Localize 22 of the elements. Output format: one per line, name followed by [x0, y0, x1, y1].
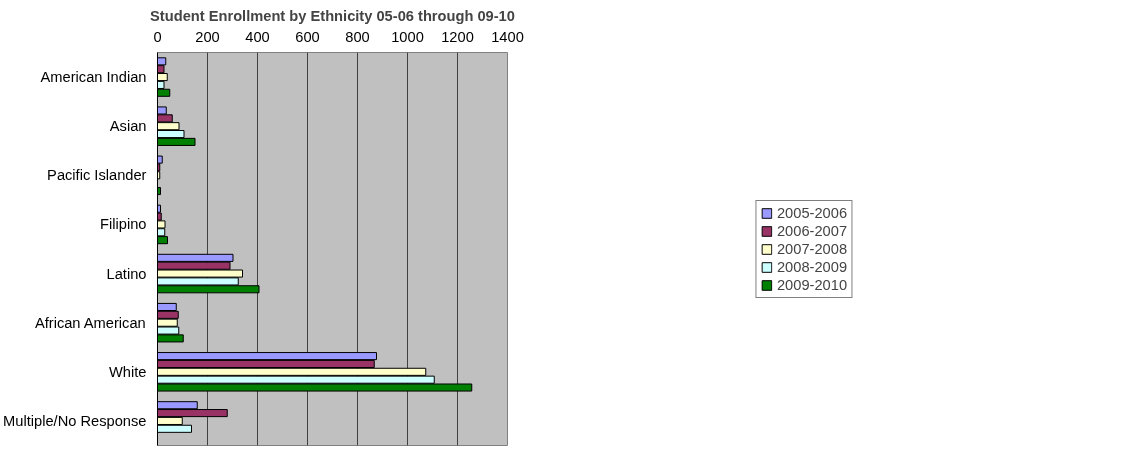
legend-label: 2008-2009	[776, 258, 848, 275]
y-tick-label: American Indian	[40, 69, 147, 86]
x-tick-label: 200	[195, 28, 220, 45]
x-tick-label: 0	[153, 28, 162, 45]
x-tick-label: 1400	[491, 28, 524, 45]
x-tick-label: 1000	[391, 28, 424, 45]
y-tick-label: Asian	[109, 118, 147, 135]
legend-label: 2007-2008	[776, 240, 848, 257]
x-tick-label: 600	[295, 28, 320, 45]
legend-label: 2009-2010	[776, 276, 848, 293]
legend-label: 2005-2006	[776, 204, 848, 221]
y-tick-label: White	[109, 363, 147, 380]
y-tick-label: Multiple/No Response	[3, 412, 147, 429]
y-tick-label: Filipino	[100, 216, 147, 233]
y-tick-label: Pacific Islander	[47, 167, 147, 184]
x-tick-label: 800	[345, 28, 370, 45]
y-tick-label: Latino	[106, 265, 147, 282]
x-tick-label: 1200	[441, 28, 474, 45]
y-tick-label: African American	[34, 314, 146, 331]
legend-label: 2006-2007	[776, 222, 848, 239]
chart-title: Student Enrollment by Ethnicity 05-06 through 09-10	[150, 7, 515, 24]
x-tick-label: 400	[245, 28, 270, 45]
